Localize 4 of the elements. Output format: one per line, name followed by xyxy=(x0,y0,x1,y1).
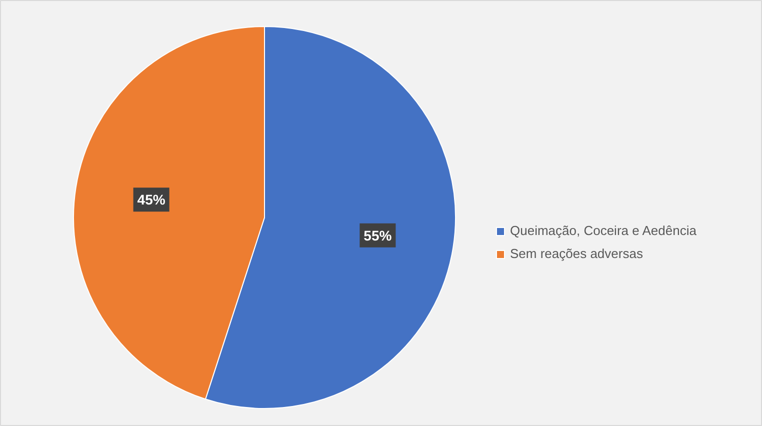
data-label: 55% xyxy=(364,227,392,244)
legend-label: Sem reações adversas xyxy=(510,246,643,261)
legend-label: Queimação, Coceira e Aedência xyxy=(510,223,696,238)
data-label: 45% xyxy=(137,192,166,208)
